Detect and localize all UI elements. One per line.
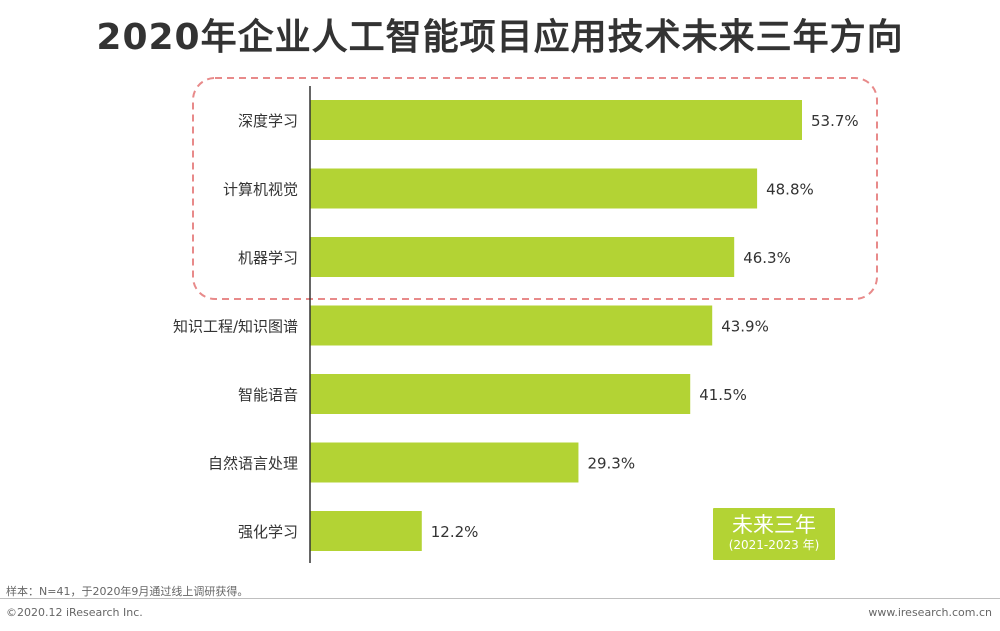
- category-label: 自然语言处理: [208, 455, 298, 473]
- chart-title: 2020年企业人工智能项目应用技术未来三年方向: [96, 17, 904, 58]
- bar: [310, 237, 735, 277]
- data-label: 12.2%: [431, 523, 479, 541]
- category-label: 深度学习: [238, 112, 298, 130]
- bar: [310, 168, 758, 209]
- legend-box: 未来三年 (2021-2023 年): [713, 508, 835, 560]
- bar-chart: 深度学习 53.7% 计算机视觉 48.8% 机器学习 46.3% 知识工程/知识图谱 43.…: [173, 77, 878, 563]
- data-label: 41.5%: [699, 386, 747, 404]
- sample-note: 样本：N=41，于2020年9月通过线上调研获得。: [6, 585, 249, 598]
- data-label: 46.3%: [743, 249, 791, 267]
- category-label: 机器学习: [238, 249, 298, 267]
- category-label: 强化学习: [238, 523, 298, 541]
- category-label: 智能语音: [238, 386, 298, 404]
- bar: [310, 511, 422, 551]
- data-label: 43.9%: [721, 318, 769, 336]
- category-label: 计算机视觉: [223, 181, 298, 199]
- data-label: 29.3%: [587, 455, 635, 473]
- legend-subtitle: (2021-2023 年): [728, 538, 820, 552]
- bar: [310, 442, 579, 483]
- data-label: 48.8%: [766, 181, 814, 199]
- bar: [310, 305, 713, 346]
- highlight-frame: [192, 77, 878, 300]
- bar: [310, 374, 691, 414]
- footer-divider: [0, 598, 1000, 599]
- data-label: 53.7%: [811, 112, 859, 130]
- category-label: 知识工程/知识图谱: [173, 318, 298, 336]
- bar: [310, 100, 802, 140]
- legend-title: 未来三年: [732, 513, 816, 537]
- website-text: www.iresearch.com.cn: [868, 606, 992, 619]
- copyright-text: ©2020.12 iResearch Inc.: [6, 606, 143, 619]
